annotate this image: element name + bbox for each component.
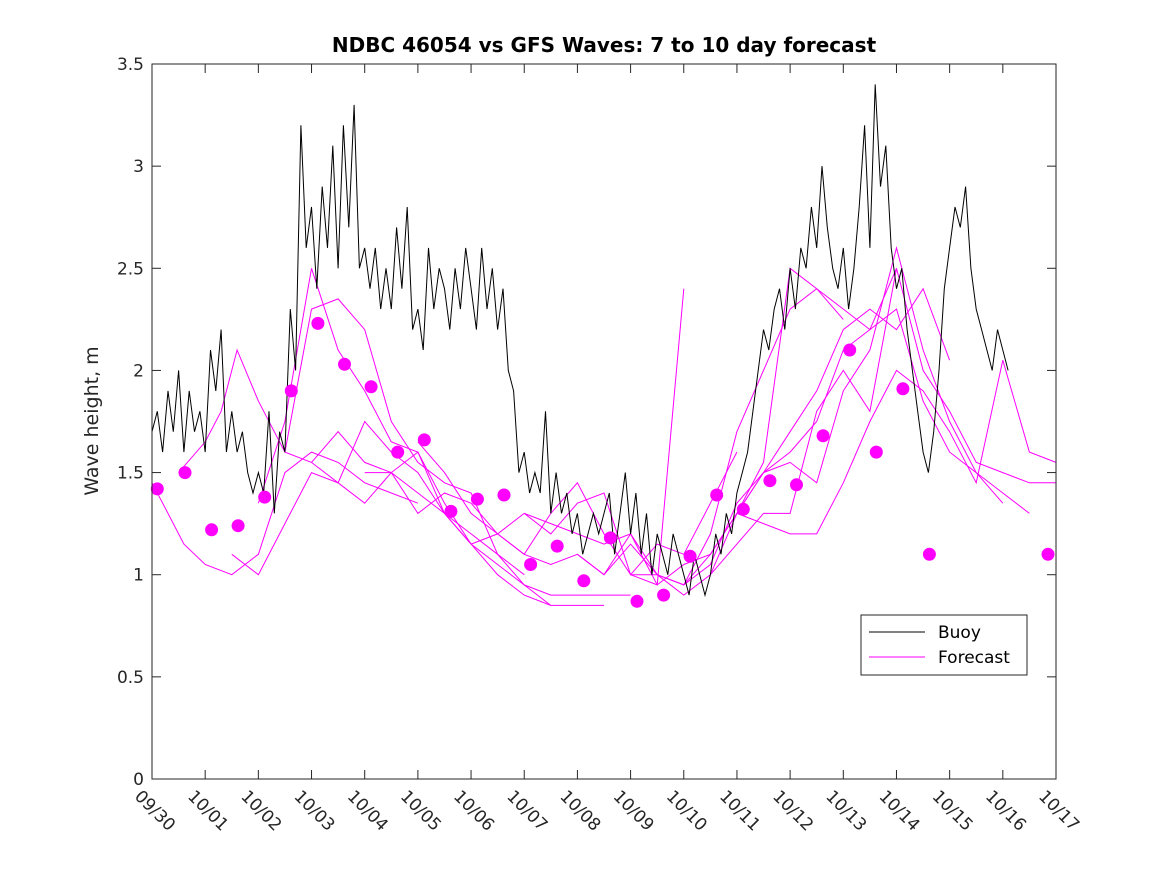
forecast-marker [1041, 547, 1055, 561]
forecast-marker [205, 523, 219, 537]
forecast-marker [364, 380, 378, 394]
y-tick-label: 0.5 [117, 668, 144, 688]
chart-title: NDBC 46054 vs GFS Waves: 7 to 10 day for… [332, 33, 877, 57]
forecast-marker [577, 574, 591, 588]
forecast-marker [896, 382, 910, 396]
x-tick-label: 10/03 [290, 787, 339, 836]
x-tick-label: 09/30 [130, 787, 179, 836]
y-tick-label: 2.5 [117, 259, 144, 279]
forecast-marker [736, 502, 750, 516]
x-tick-label: 10/17 [1034, 787, 1083, 836]
forecast-line-9 [524, 268, 897, 586]
forecast-line-11 [630, 308, 1004, 586]
y-tick-label: 3.5 [117, 55, 144, 75]
legend-forecast-label: Forecast [938, 648, 1010, 668]
forecast-marker [178, 466, 192, 480]
forecast-marker [284, 384, 298, 398]
forecast-line-8 [470, 267, 844, 586]
forecast-line-4 [284, 298, 604, 606]
forecast-marker [843, 343, 857, 357]
forecast-marker [550, 539, 564, 553]
x-tick-label: 10/07 [502, 787, 551, 836]
forecast-marker [231, 519, 245, 533]
forecast-marker [683, 549, 697, 563]
forecast-marker [311, 316, 325, 330]
forecast-marker [710, 488, 724, 502]
forecast-marker [657, 588, 671, 602]
y-tick-label: 1 [133, 566, 144, 586]
x-tick-label: 10/15 [928, 787, 977, 836]
forecast-markers [150, 316, 1055, 608]
forecast-line-2 [231, 420, 525, 576]
forecast-marker [338, 357, 351, 371]
forecast-marker [922, 547, 936, 561]
buoy-line-group [151, 84, 1009, 598]
buoy-line [151, 84, 1009, 598]
forecast-marker [816, 429, 830, 443]
forecast-marker [524, 558, 538, 571]
y-axis: 0 0.5 1 1.5 2 2.5 3 3.5 [117, 55, 1056, 790]
forecast-marker [497, 488, 511, 502]
x-tick-label: 10/01 [183, 787, 232, 836]
forecast-lines [151, 245, 1057, 606]
x-tick-label: 10/12 [768, 787, 817, 836]
x-tick-label: 10/14 [875, 787, 924, 836]
forecast-marker [258, 490, 272, 504]
x-tick-label: 10/02 [237, 787, 286, 836]
forecast-marker [391, 445, 405, 459]
forecast-marker [790, 478, 803, 492]
forecast-marker [150, 482, 164, 496]
y-tick-label: 0 [133, 770, 144, 790]
forecast-marker [763, 474, 777, 488]
forecast-marker [417, 433, 431, 447]
forecast-line-7 [417, 441, 738, 576]
forecast-marker [470, 492, 484, 506]
forecast-marker [444, 504, 458, 518]
forecast-line-14 [736, 360, 1057, 535]
forecast-line-13 [710, 268, 1056, 576]
y-tick-label: 3 [133, 157, 144, 177]
x-tick-label: 10/08 [556, 787, 605, 836]
y-axis-label: Wave height, m [81, 346, 103, 495]
x-tick-label: 10/05 [396, 787, 445, 836]
x-tick-label: 10/13 [822, 787, 871, 836]
forecast-marker [869, 445, 883, 459]
forecast-line-0 [151, 451, 419, 576]
x-tick-label: 10/16 [981, 787, 1030, 836]
x-tick-label: 10/06 [449, 787, 498, 836]
legend-box [860, 614, 1028, 676]
forecast-marker [603, 531, 617, 545]
x-tick-label: 10/09 [609, 787, 658, 836]
x-tick-label: 10/04 [343, 787, 392, 836]
x-tick-label: 10/11 [715, 787, 764, 836]
legend: Buoy Forecast [860, 614, 1028, 676]
forecast-line-3 [257, 268, 551, 606]
y-tick-label: 1.5 [117, 464, 144, 484]
forecast-line-12 [683, 245, 1030, 586]
x-tick-label: 10/10 [662, 787, 711, 836]
forecast-marker [630, 594, 644, 608]
plot-frame [151, 63, 1057, 780]
legend-buoy-label: Buoy [938, 623, 981, 643]
y-tick-label: 2 [133, 361, 144, 381]
